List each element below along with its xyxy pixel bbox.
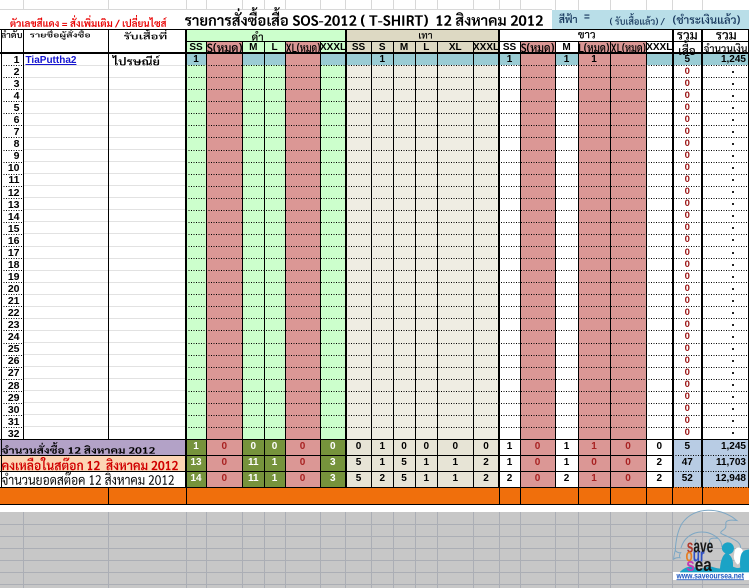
svg-text:save: save: [687, 535, 714, 556]
svg-text:www.saveoursea.net: www.saveoursea.net: [676, 570, 745, 580]
svg-text:our: our: [686, 544, 705, 565]
svg-text:sea: sea: [686, 554, 712, 575]
